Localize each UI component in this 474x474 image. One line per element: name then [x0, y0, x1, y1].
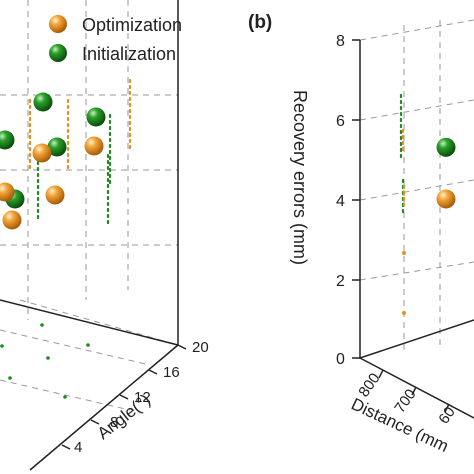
panel-b-distance-axis — [359, 357, 474, 419]
panel-b-z-ticks — [352, 39, 360, 359]
initialization-point — [86, 107, 106, 127]
z-axis-label: Recovery errors (mm) — [290, 90, 310, 265]
angle-tick-4: 4 — [74, 439, 82, 456]
legend-optimization-marker — [49, 15, 67, 33]
panel-b-points — [436, 137, 456, 209]
initialization-point — [0, 130, 15, 150]
optimization-point — [84, 136, 104, 156]
panel-a: 20 16 12 8 4 Angle(°) Optimization Initi… — [0, 0, 209, 471]
panel-a-points — [0, 92, 106, 230]
panel-a-floor-dots — [0, 323, 90, 399]
legend: Optimization Initialization — [49, 15, 182, 64]
panel-b-label: (b) — [248, 12, 272, 33]
angle-tick-16: 16 — [163, 364, 180, 381]
panel-a-stems — [28, 78, 132, 227]
angle-axis-label: Angle(°) — [94, 390, 154, 443]
panel-a-grid — [0, 0, 179, 411]
legend-initialization-label: Initialization — [82, 44, 176, 64]
legend-initialization-marker — [49, 44, 67, 62]
distance-tick-60: 60 — [435, 404, 458, 427]
z-tick-8: 8 — [336, 33, 345, 50]
panel-b-back-wall — [359, 40, 474, 360]
optimization-point — [32, 143, 52, 163]
z-tick-4: 4 — [336, 193, 345, 210]
panel-a-angle-ticks — [61, 344, 187, 450]
optimization-point — [45, 185, 65, 205]
optimization-point — [436, 189, 456, 209]
z-tick-2: 2 — [336, 273, 345, 290]
angle-tick-12: 12 — [134, 389, 151, 406]
initialization-point — [436, 137, 456, 157]
z-tick-0: 0 — [336, 351, 345, 368]
panel-b-distance-ticks — [378, 369, 450, 413]
optimization-point — [2, 210, 22, 230]
angle-tick-20: 20 — [192, 339, 209, 356]
panel-b: (b) 8 6 4 2 0 Recovery errors (mm) 800 — [248, 12, 474, 456]
panel-a-angle-axis — [29, 344, 179, 471]
optimization-point — [0, 182, 15, 202]
panel-b-grid — [359, 19, 474, 350]
z-tick-6: 6 — [336, 113, 345, 130]
angle-tick-8: 8 — [110, 414, 118, 431]
initialization-point — [33, 92, 53, 112]
legend-optimization-label: Optimization — [82, 15, 182, 35]
initialization-point — [47, 137, 67, 157]
panel-b-stems — [399, 93, 406, 315]
